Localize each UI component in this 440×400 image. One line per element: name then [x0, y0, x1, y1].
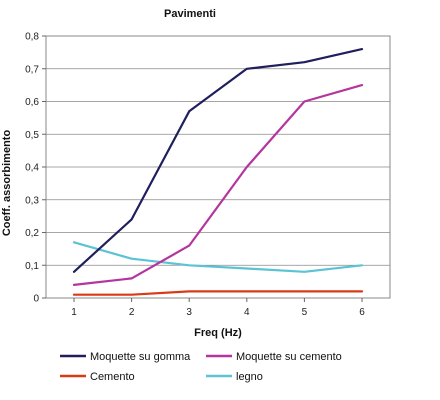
y-tick-label: 0,6: [25, 97, 39, 108]
x-tick-label: 2: [129, 307, 135, 318]
chart-title: Pavimenti: [164, 8, 216, 20]
legend-item: legno: [206, 371, 263, 383]
y-tick-label: 0,3: [25, 195, 39, 206]
y-tick-label: 0,2: [25, 228, 39, 239]
legend-label: Moquette su gomma: [90, 351, 191, 363]
series-line-moquette-su-cemento: [72, 83, 364, 286]
x-tick-label: 4: [244, 307, 250, 318]
x-tick-label: 1: [71, 307, 77, 318]
legend-label: Moquette su cemento: [236, 351, 342, 363]
series-line-cemento: [72, 290, 364, 296]
y-tick-label: 0,7: [25, 64, 39, 75]
legend-label: legno: [236, 371, 263, 383]
series-line-moquette-su-gomma: [72, 47, 364, 273]
legend-item: Moquette su cemento: [206, 351, 342, 363]
x-tick-label: 5: [302, 307, 308, 318]
y-tick-label: 0,1: [25, 261, 39, 272]
legend-item: Cemento: [60, 371, 135, 383]
legend-label: Cemento: [90, 371, 135, 383]
y-axis-title: Coeff. assorbimento: [1, 130, 13, 237]
x-tick-label: 3: [186, 307, 192, 318]
y-tick-label: 0,4: [25, 163, 39, 174]
legend-item: Moquette su gomma: [60, 351, 191, 363]
y-tick-label: 0: [33, 294, 39, 305]
series-line-legno: [72, 241, 364, 273]
y-tick-label: 0,8: [25, 32, 39, 43]
y-tick-label: 0,5: [25, 130, 39, 141]
x-tick-label: 6: [359, 307, 365, 318]
x-axis-title: Freq (Hz): [194, 327, 242, 339]
